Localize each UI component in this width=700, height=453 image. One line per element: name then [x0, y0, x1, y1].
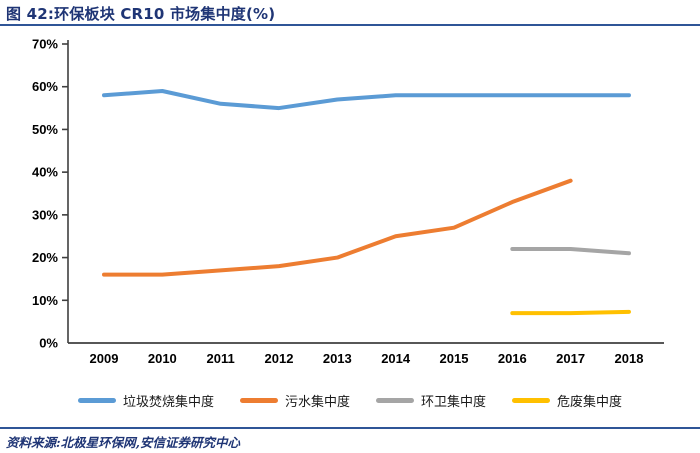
- series-line-0: [102, 88, 631, 111]
- x-axis-label: 2012: [265, 351, 294, 366]
- legend-item-1: 污水集中度: [239, 391, 350, 410]
- source-note: 资料来源:北极星环保网,安信证券研究中心: [6, 435, 240, 450]
- y-axis-label: 70%: [32, 37, 58, 52]
- legend-item-2: 环卫集中度: [376, 391, 486, 410]
- y-axis-label: 40%: [32, 165, 58, 180]
- chart-area: 0% 10% 20% 30% 40% 50% 60% 70% 2009 2010 2011 2012 2…: [0, 32, 700, 372]
- chart-legend: 垃圾焚烧集中度 污水集中度 环卫集中度 危废集中度: [0, 390, 700, 410]
- series-line-3: [510, 309, 631, 316]
- legend-swatch: [239, 397, 278, 403]
- x-axis-label: 2017: [556, 351, 585, 366]
- y-axis-label: 0%: [39, 336, 58, 351]
- y-axis-label: 20%: [32, 250, 58, 265]
- legend-swatch: [512, 397, 551, 403]
- series-line-1: [102, 178, 573, 277]
- x-axis-label: 2013: [323, 351, 352, 366]
- x-axis-label: 2009: [90, 351, 119, 366]
- y-axis-label: 30%: [32, 207, 58, 222]
- series-line-2: [510, 247, 631, 256]
- legend-label: 环卫集中度: [421, 394, 487, 410]
- x-axis-label: 2010: [148, 351, 177, 366]
- concentration-line-chart: 0% 10% 20% 30% 40% 50% 60% 70% 2009 2010 2011 2012 2…: [32, 37, 664, 366]
- y-axis-label: 50%: [32, 122, 58, 137]
- footer-rule: [0, 427, 700, 429]
- x-axis-label: 2015: [440, 351, 469, 366]
- legend-item-0: 垃圾焚烧集中度: [77, 391, 214, 410]
- legend-label: 污水集中度: [284, 394, 350, 410]
- title-rule: [0, 24, 700, 26]
- legend-label: 危废集中度: [557, 394, 623, 410]
- legend-swatch: [77, 397, 116, 403]
- legend-swatch: [376, 397, 414, 403]
- x-axis-label: 2011: [207, 351, 235, 366]
- legend-label: 垃圾焚烧集中度: [122, 394, 214, 410]
- figure-title: 图 42:环保板块 CR10 市场集中度(%): [6, 5, 276, 23]
- x-axis-label: 2016: [498, 351, 527, 366]
- y-axis-label: 60%: [32, 79, 58, 94]
- x-axis-label: 2018: [615, 351, 644, 366]
- y-axis-label: 10%: [32, 293, 58, 308]
- legend-item-3: 危废集中度: [512, 391, 622, 410]
- x-axis-label: 2014: [381, 351, 411, 366]
